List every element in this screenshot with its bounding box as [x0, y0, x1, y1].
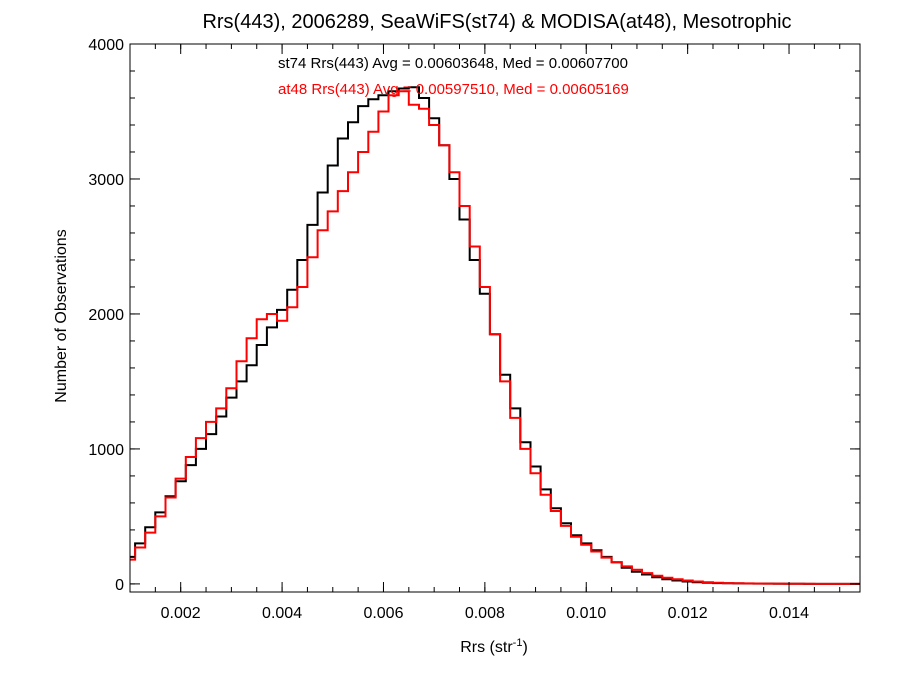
x-axis-label-suffix: ) — [522, 639, 527, 656]
y-tick-label: 2000 — [88, 307, 124, 324]
y-tick-label: 3000 — [88, 172, 124, 189]
x-tick-label: 0.006 — [363, 605, 403, 622]
y-axis-label: Number of Observations — [53, 229, 70, 402]
annotation-stats-at48: at48 Rrs(443) Avg = 0.00597510, Med = 0.… — [278, 81, 629, 98]
x-tick-label: 0.002 — [161, 605, 201, 622]
x-tick-label: 0.010 — [566, 605, 606, 622]
ticks-layer: 0.002 0.004 0.006 0.008 0.010 0.012 0.014 0 1000… — [88, 37, 860, 622]
annotation-stats-st74: st74 Rrs(443) Avg = 0.00603648, Med = 0.… — [278, 55, 628, 72]
series-line-st74 — [130, 86, 860, 585]
series-line-at48 — [130, 90, 860, 585]
x-tick-label: 0.008 — [465, 605, 505, 622]
x-axis-label: Rrs (str-1) — [460, 637, 528, 656]
chart-title: Rrs(443), 2006289, SeaWiFS(st74) & MODIS… — [202, 11, 791, 33]
y-tick-label: 4000 — [88, 37, 124, 54]
plot-frame — [129, 43, 861, 593]
series-layer — [130, 86, 860, 585]
x-tick-label: 0.014 — [769, 605, 809, 622]
x-tick-label: 0.012 — [668, 605, 708, 622]
annotations-layer: st74 Rrs(443) Avg = 0.00603648, Med = 0.… — [278, 55, 629, 98]
y-tick-label: 0 — [115, 577, 124, 594]
x-axis-label-base: Rrs (str — [460, 639, 513, 656]
x-axis-label-exponent: -1 — [513, 637, 523, 649]
y-tick-label: 1000 — [88, 442, 124, 459]
x-tick-label: 0.004 — [262, 605, 302, 622]
y-axis-label-group: Number of Observations — [53, 229, 70, 402]
